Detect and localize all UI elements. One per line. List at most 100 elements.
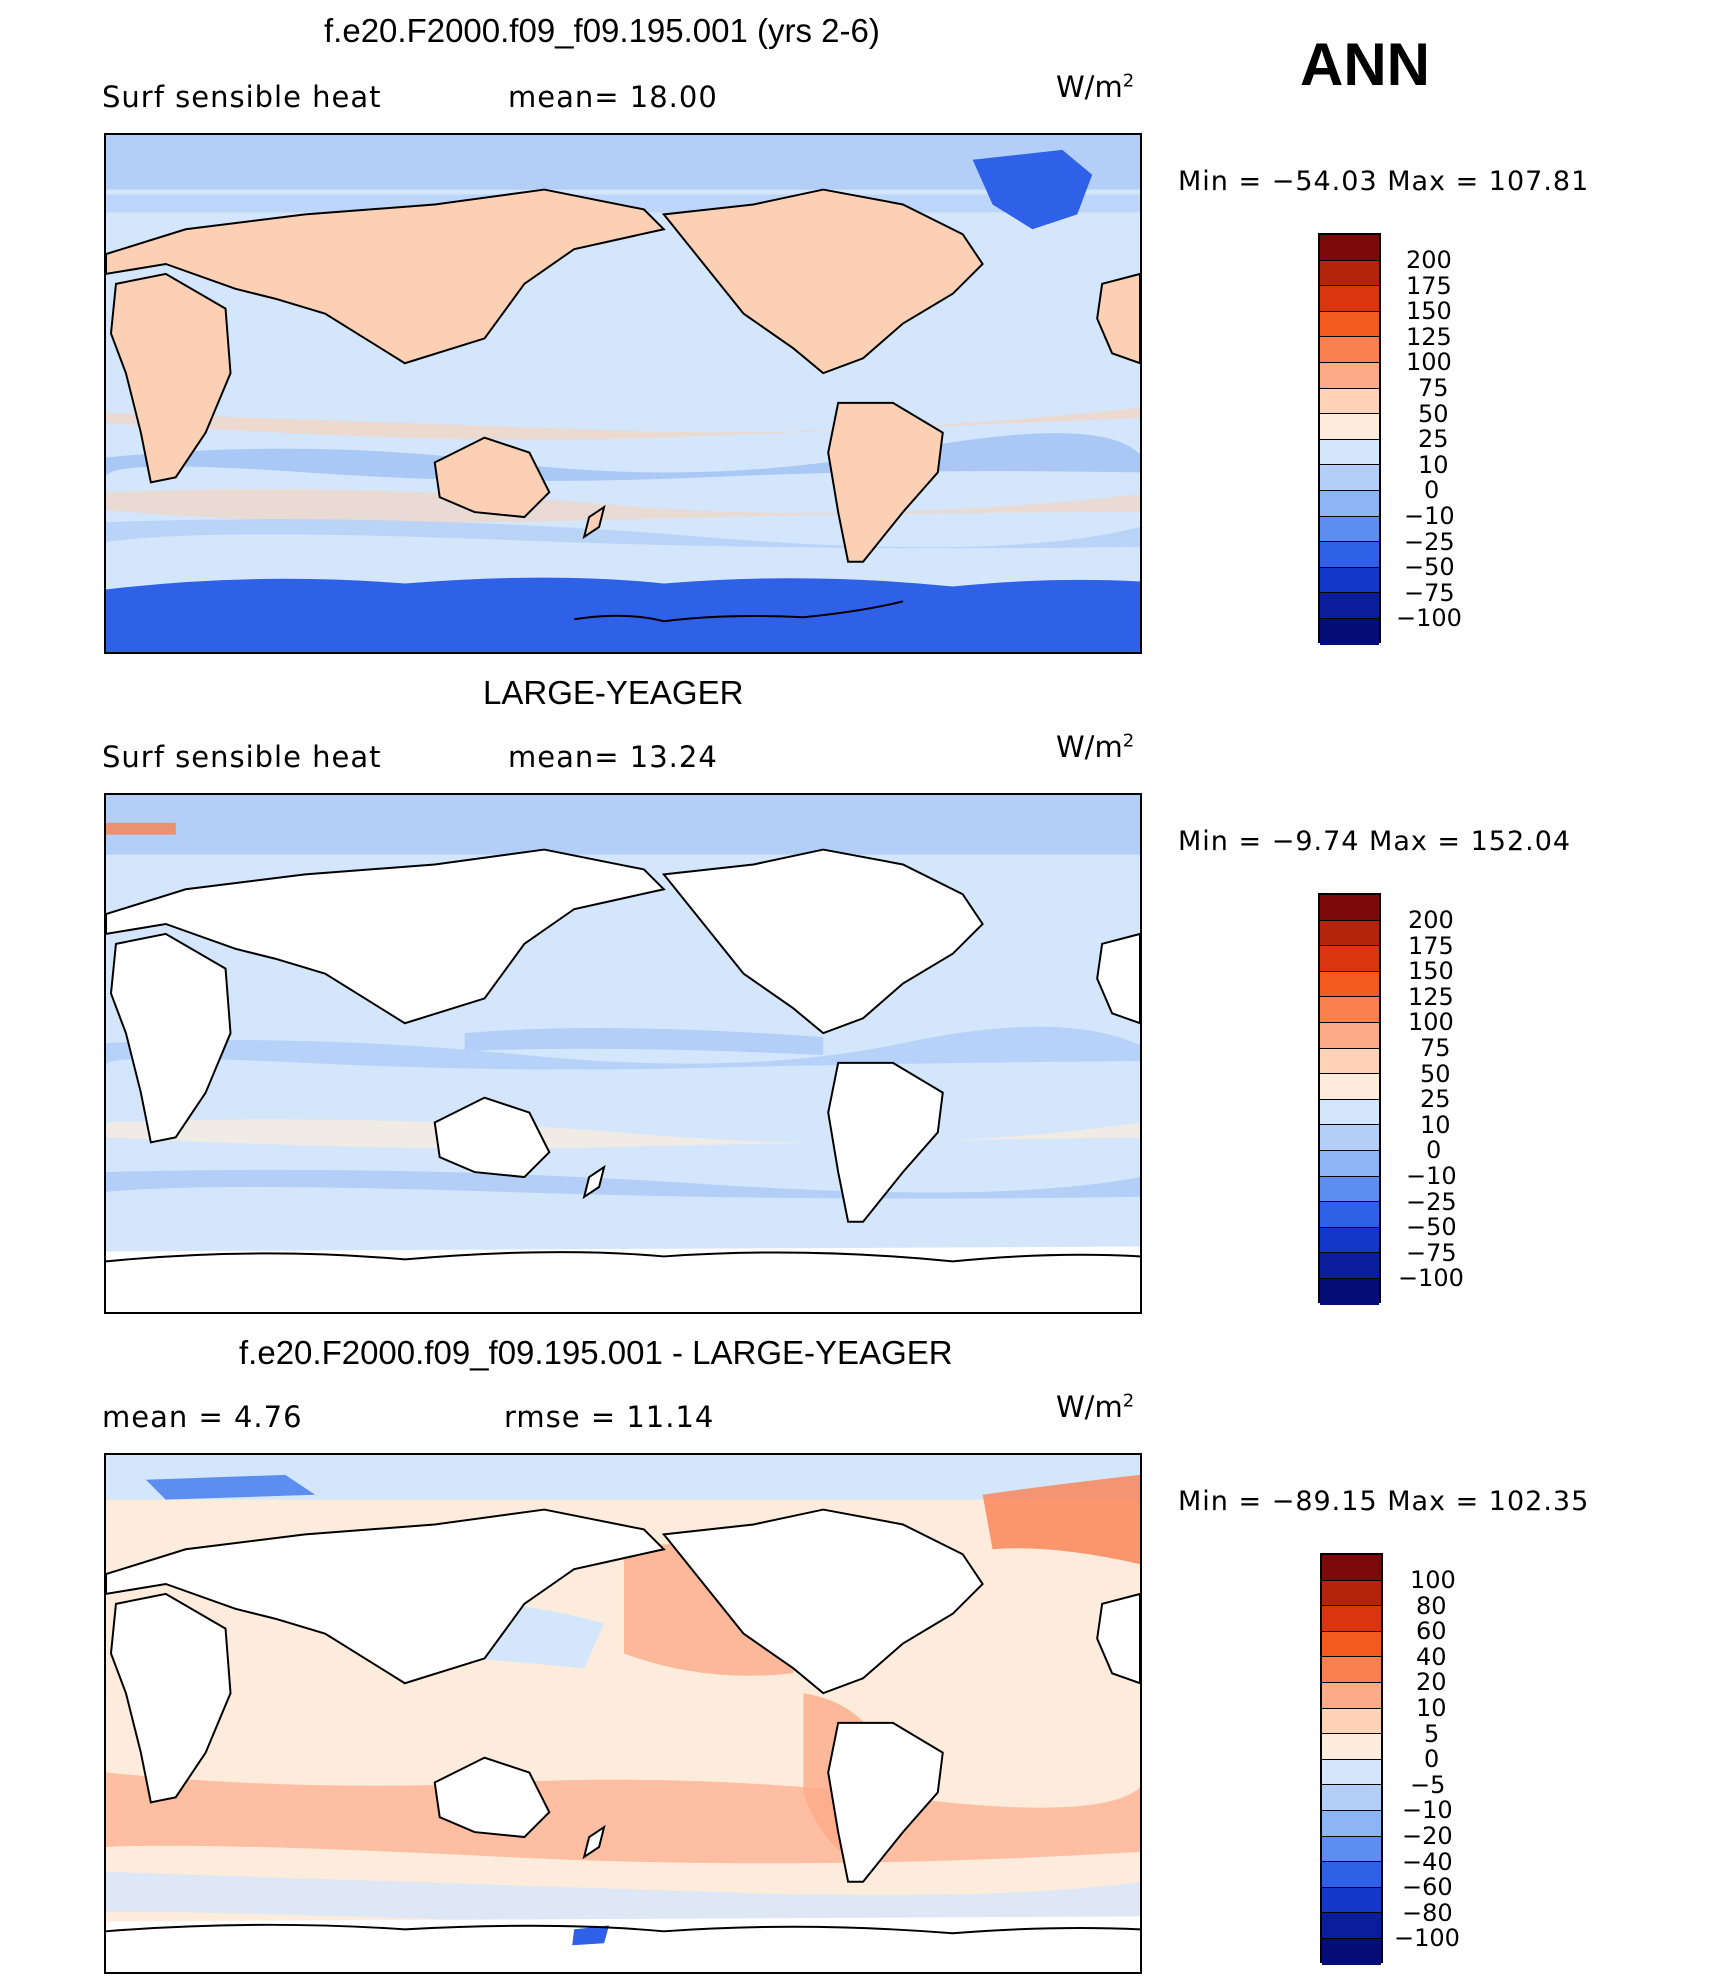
panel3-colorbar-label: −100: [1394, 1924, 1460, 1952]
panel2-colorbar-cell: [1320, 946, 1379, 972]
panel1-colorbar-cell: [1320, 465, 1379, 491]
panel1-colorbar-label: 200: [1406, 246, 1452, 274]
panel3-colorbar-label: 20: [1416, 1668, 1447, 1696]
panel3-minmax: Min = −89.15 Max = 102.35: [1178, 1486, 1589, 1517]
panel3-title: f.e20.F2000.f09_f09.195.001 - LARGE-YEAG…: [239, 1334, 953, 1372]
panel3-map-graphic: [106, 1455, 1140, 1972]
panel1-colorbar: [1318, 233, 1381, 643]
panel3-colorbar-cell: [1322, 1581, 1381, 1607]
panel2-variable-label: Surf sensible heat: [102, 740, 382, 774]
panel1-colorbar-label: 0: [1424, 476, 1439, 504]
panel1-colorbar-cell: [1320, 440, 1379, 466]
panel2-colorbar-label: 75: [1420, 1034, 1451, 1062]
panel2-colorbar-label: −100: [1398, 1264, 1464, 1292]
panel2-mean: mean= 13.24: [508, 740, 718, 774]
panel2-title: LARGE-YEAGER: [483, 674, 743, 712]
panel1-minmax: Min = −54.03 Max = 107.81: [1178, 166, 1589, 197]
panel3-colorbar-label: −60: [1402, 1873, 1453, 1901]
panel3-colorbar-cell: [1322, 1760, 1381, 1786]
panel2-colorbar-cell: [1320, 1279, 1379, 1305]
panel2-colorbar-cell: [1320, 1125, 1379, 1151]
panel1-colorbar-label: 175: [1406, 272, 1452, 300]
panel1-colorbar-cell: [1320, 568, 1379, 594]
panel2-colorbar-label: 150: [1408, 957, 1454, 985]
panel1-colorbar-cell: [1320, 235, 1379, 261]
panel3-colorbar-cell: [1322, 1837, 1381, 1863]
panel2-colorbar-cell: [1320, 972, 1379, 998]
panel2-colorbar-label: 25: [1420, 1085, 1451, 1113]
panel3-colorbar-label: −40: [1402, 1848, 1453, 1876]
panel3-colorbar-cell: [1322, 1657, 1381, 1683]
panel2-colorbar-label: −10: [1406, 1162, 1457, 1190]
panel2-colorbar-cell: [1320, 1253, 1379, 1279]
panel3-colorbar-label: 40: [1416, 1643, 1447, 1671]
panel1-colorbar-label: −100: [1396, 604, 1462, 632]
panel3-mean: mean = 4.76: [102, 1400, 303, 1434]
panel3-colorbar-cell: [1322, 1555, 1381, 1581]
panel1-colorbar-label: 100: [1406, 348, 1452, 376]
panel3-colorbar-label: 0: [1424, 1745, 1439, 1773]
panel2-map: [104, 793, 1142, 1314]
panel1-colorbar-label: 150: [1406, 297, 1452, 325]
panel3-map: [104, 1453, 1142, 1974]
panel2-colorbar-cell: [1320, 1202, 1379, 1228]
panel3-colorbar-cell: [1322, 1939, 1381, 1965]
panel3-colorbar-cell: [1322, 1632, 1381, 1658]
panel3-colorbar-label: −5: [1410, 1771, 1445, 1799]
panel1-colorbar-label: −25: [1404, 528, 1455, 556]
panel3-colorbar-label: 80: [1416, 1592, 1447, 1620]
panel1-colorbar-cell: [1320, 517, 1379, 543]
panel1-units: W/m2: [1056, 70, 1134, 104]
panel1-colorbar-cell: [1320, 286, 1379, 312]
panel2-colorbar-cell: [1320, 921, 1379, 947]
panel3-colorbar-cell: [1322, 1709, 1381, 1735]
panel3-colorbar-cell: [1322, 1888, 1381, 1914]
panel1-colorbar-label: 125: [1406, 323, 1452, 351]
panel2-colorbar: [1318, 893, 1381, 1303]
season-label: ANN: [1300, 30, 1430, 99]
panel2-colorbar-cell: [1320, 1074, 1379, 1100]
panel1-colorbar-cell: [1320, 593, 1379, 619]
panel2-colorbar-label: 200: [1408, 906, 1454, 934]
panel3-colorbar-label: 5: [1424, 1720, 1439, 1748]
panel1-colorbar-label: −10: [1404, 502, 1455, 530]
panel3-colorbar: [1320, 1553, 1383, 1963]
panel1-title: f.e20.F2000.f09_f09.195.001 (yrs 2-6): [324, 12, 880, 50]
panel3-colorbar-cell: [1322, 1683, 1381, 1709]
panel1-colorbar-label: −75: [1404, 579, 1455, 607]
panel3-colorbar-cell: [1322, 1811, 1381, 1837]
panel2-colorbar-label: 175: [1408, 932, 1454, 960]
panel1-colorbar-label: 50: [1418, 400, 1449, 428]
panel1-colorbar-cell: [1320, 389, 1379, 415]
panel3-colorbar-cell: [1322, 1913, 1381, 1939]
panel2-map-graphic: [106, 795, 1140, 1312]
panel3-colorbar-cell: [1322, 1734, 1381, 1760]
panel2-colorbar-cell: [1320, 1177, 1379, 1203]
panel3-colorbar-label: −20: [1402, 1822, 1453, 1850]
panel2-colorbar-cell: [1320, 1100, 1379, 1126]
panel1-map-graphic: [106, 135, 1140, 652]
panel2-colorbar-label: −75: [1406, 1239, 1457, 1267]
panel3-rmse: rmse = 11.14: [504, 1400, 714, 1434]
panel3-colorbar-label: −10: [1402, 1796, 1453, 1824]
panel1-colorbar-label: 25: [1418, 425, 1449, 453]
panel1-colorbar-cell: [1320, 491, 1379, 517]
panel3-colorbar-label: 10: [1416, 1694, 1447, 1722]
panel3-colorbar-cell: [1322, 1862, 1381, 1888]
panel2-colorbar-cell: [1320, 1023, 1379, 1049]
panel2-colorbar-label: 125: [1408, 983, 1454, 1011]
panel2-colorbar-label: 0: [1426, 1136, 1441, 1164]
panel2-colorbar-cell: [1320, 1049, 1379, 1075]
panel2-colorbar-cell: [1320, 1151, 1379, 1177]
panel1-colorbar-cell: [1320, 312, 1379, 338]
panel3-colorbar-cell: [1322, 1785, 1381, 1811]
panel2-colorbar-cell: [1320, 895, 1379, 921]
panel2-colorbar-label: 50: [1420, 1060, 1451, 1088]
panel2-units: W/m2: [1056, 730, 1134, 764]
panel2-colorbar-label: −50: [1406, 1213, 1457, 1241]
panel1-variable-label: Surf sensible heat: [102, 80, 382, 114]
panel2-colorbar-label: 10: [1420, 1111, 1451, 1139]
panel2-colorbar-label: 100: [1408, 1008, 1454, 1036]
panel1-mean: mean= 18.00: [508, 80, 718, 114]
panel1-colorbar-label: 75: [1418, 374, 1449, 402]
